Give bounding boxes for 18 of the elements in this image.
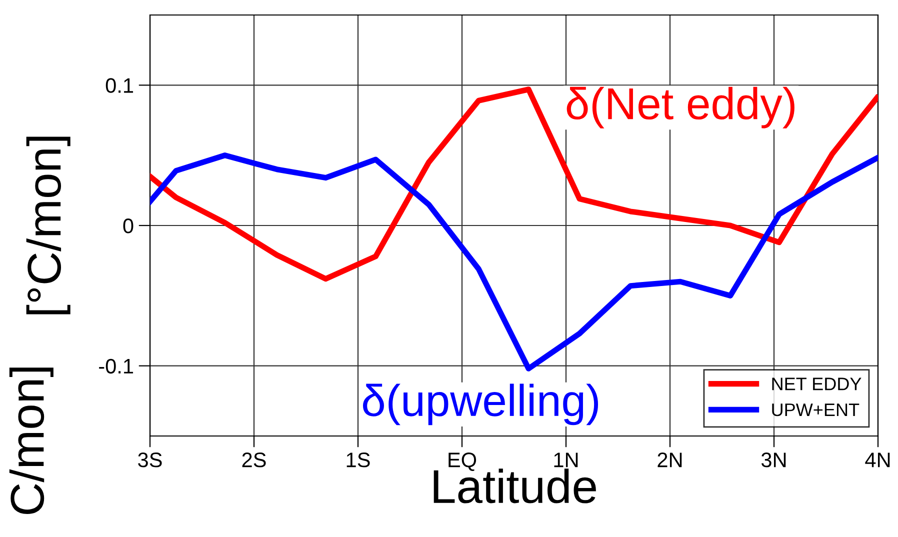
x-tick-label: 3N — [761, 452, 786, 468]
legend-label: NET EDDY — [772, 378, 862, 390]
legend-label: UPW+ENT — [772, 404, 860, 416]
annotation: δ(upwelling) — [362, 384, 598, 426]
y-tick-label: 0.1 — [106, 78, 134, 93]
annotation: δ(Net eddy) — [566, 86, 794, 128]
x-tick-label: 2N — [658, 452, 682, 468]
text: C/mon] — [9, 368, 54, 514]
x-axis-title: Latitude — [434, 468, 596, 504]
y-axis-title: [°C/mon] — [26, 136, 70, 314]
y-tick-label: 0 — [123, 218, 134, 234]
x-tick-label: 4N — [865, 452, 890, 468]
x-tick-label: 2S — [242, 452, 266, 468]
x-tick-label: 1N — [554, 452, 578, 468]
x-tick-label: 1S — [346, 452, 370, 468]
x-tick-label: 3S — [138, 452, 162, 468]
y-tick-label: -0.1 — [99, 358, 134, 374]
x-tick-label: EQ — [448, 452, 476, 472]
